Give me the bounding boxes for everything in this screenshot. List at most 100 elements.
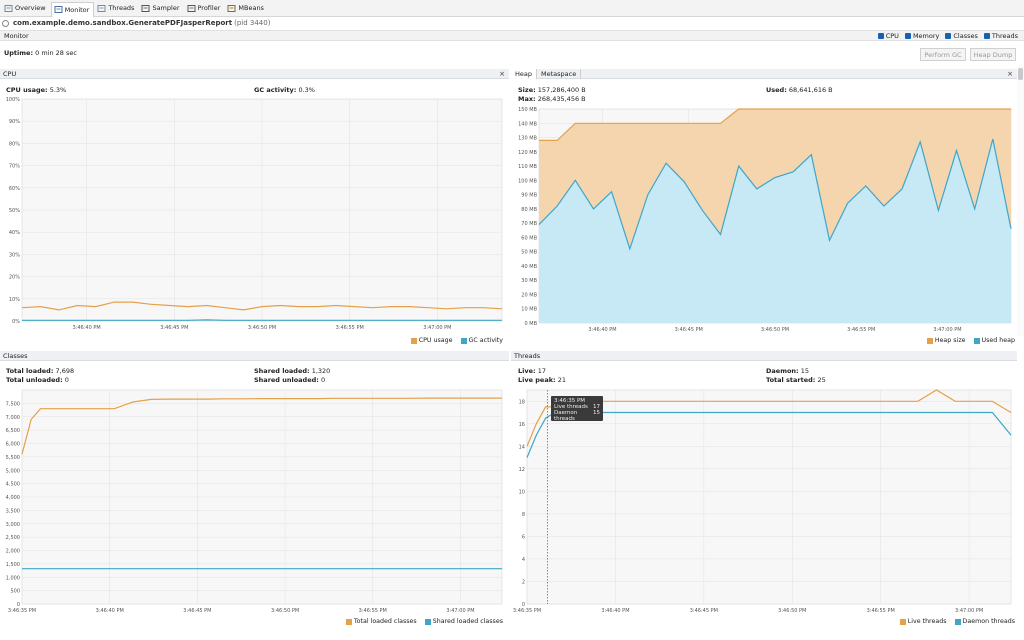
stat-value: 157,286,400 B (537, 86, 586, 94)
checkbox-memory[interactable]: Memory (904, 32, 939, 40)
tab-metaspace[interactable]: Metaspace (537, 68, 582, 79)
stat-value: 68,641,616 B (788, 86, 833, 94)
cpu-panel-title: CPU (3, 69, 17, 78)
tooltip-row: Live threads 17 (554, 404, 600, 410)
monitor-header: Monitor (0, 30, 1024, 41)
legend-swatch (410, 337, 417, 344)
vertical-scrollbar[interactable] (1017, 66, 1024, 336)
y-tick-label: 500 (10, 589, 20, 595)
x-tick-label: 3:46:45 PM (183, 608, 211, 614)
legend-item-total-loaded: Total loaded classes (345, 618, 417, 625)
monitor-icon (54, 5, 63, 14)
tab-label: Profiler (197, 4, 221, 12)
x-tick-label: 3:46:45 PM (675, 327, 703, 333)
used-heap-line (538, 138, 1012, 251)
y-tick-label: 6,000 (6, 442, 20, 448)
y-tick-label: 40% (9, 230, 20, 236)
legend-item-cpu-usage: CPU usage (410, 337, 453, 344)
checkbox-cpu[interactable]: CPU (877, 31, 899, 40)
y-tick-label: 130 MB (518, 136, 537, 142)
total-started-stat: Total started: 25 (766, 376, 826, 384)
x-tick-label: 3:46:50 PM (271, 608, 299, 614)
checkbox-classes[interactable]: Classes (945, 32, 978, 40)
stat-label: Max: (518, 95, 536, 103)
stat-label: Size: (518, 86, 536, 94)
x-tick-label: 3:46:55 PM (336, 325, 364, 331)
tab-profiler[interactable]: Profiler (185, 1, 225, 15)
threads-panel-title: Threads (514, 351, 541, 360)
cpu-usage-stat: CPU usage: 5.3% (6, 86, 66, 94)
tooltip-label: Daemon threads (554, 410, 578, 422)
perform-gc-button[interactable]: Perform GC (920, 48, 966, 61)
y-tick-label: 60% (9, 186, 20, 192)
stat-label: Shared loaded: (254, 367, 310, 375)
uptime-label: Uptime: (4, 49, 34, 57)
x-tick-label: 3:46:35 PM (8, 608, 36, 614)
y-tick-label: 80% (9, 141, 20, 147)
uptime-display: Uptime: 0 min 28 sec (4, 49, 77, 57)
y-tick-label: 8 (522, 512, 525, 518)
stat-value: 5.3% (49, 86, 67, 94)
checkbox-checked-icon (945, 32, 952, 39)
monitor-view-checkboxes: CPU Memory Classes Threads (877, 31, 1018, 40)
y-tick-label: 70% (9, 164, 20, 170)
tab-heap[interactable]: Heap (511, 68, 537, 79)
x-tick-label: 3:46:40 PM (588, 327, 616, 333)
threads-legend: Live threads Daemon threads (899, 618, 1015, 625)
stat-value: 15 (800, 367, 810, 375)
x-tick-label: 3:46:40 PM (601, 608, 629, 614)
tab-overview[interactable]: Overview (2, 1, 50, 15)
checkbox-label: CPU (885, 31, 899, 40)
tab-sampler[interactable]: Sampler (139, 1, 183, 15)
close-icon[interactable]: × (1007, 70, 1013, 78)
legend-swatch (973, 337, 980, 344)
heap-dump-button[interactable]: Heap Dump (970, 48, 1016, 61)
stat-label: Used: (766, 86, 787, 94)
stat-value: 1,320 (311, 367, 331, 375)
stat-label: Shared unloaded: (254, 376, 319, 384)
stat-value: 0 (64, 376, 69, 384)
heap-legend: Heap size Used heap (926, 337, 1015, 344)
monitor-title: Monitor (4, 31, 29, 40)
x-tick-label: 3:46:50 PM (248, 325, 276, 331)
live-peak-stat: Live peak: 21 (518, 376, 566, 384)
y-tick-label: 1,500 (6, 562, 20, 568)
checkbox-label: Threads (991, 31, 1018, 40)
y-tick-label: 0 (522, 602, 525, 608)
y-tick-label: 5,500 (6, 455, 20, 461)
application-icon (2, 19, 9, 27)
stat-value: 25 (817, 376, 826, 384)
y-tick-label: 14 (519, 444, 525, 450)
y-tick-label: 0 MB (524, 321, 537, 327)
heap-used-stat: Used: 68,641,616 B (766, 86, 833, 94)
cpu-chart: 0% 10% 20% 30% 40% 50% 60% 70% 80% 90% 100% 3:46:40… (6, 97, 503, 331)
y-tick-label: 120 MB (518, 150, 537, 156)
tab-monitor[interactable]: Monitor (50, 1, 95, 17)
close-icon[interactable]: × (499, 70, 505, 78)
y-tick-label: 7,500 (6, 401, 20, 407)
scrollbar-thumb[interactable] (1018, 68, 1023, 80)
tab-threads[interactable]: Threads (95, 1, 138, 15)
x-tick-label: 3:46:55 PM (847, 327, 875, 333)
stat-label: Total loaded: (6, 367, 54, 375)
legend-label: Daemon threads (962, 618, 1015, 625)
legend-swatch (899, 618, 906, 625)
cpu-legend: CPU usage GC activity (410, 337, 503, 344)
used-heap-area (539, 139, 1011, 323)
tab-label: Threads (108, 4, 135, 12)
y-tick-label: 20 MB (521, 292, 537, 298)
x-tick-label: 3:47:00 PM (955, 608, 983, 614)
sampler-icon (141, 4, 150, 13)
y-tick-label: 140 MB (518, 121, 537, 127)
live-threads-stat: Live: 17 (518, 367, 546, 375)
y-tick-label: 80 MB (521, 207, 537, 213)
x-tick-label: 3:47:00 PM (423, 325, 451, 331)
x-tick-label: 3:46:40 PM (73, 325, 101, 331)
tab-mbeans[interactable]: MBeans (225, 1, 268, 15)
y-tick-label: 60 MB (521, 235, 537, 241)
legend-label: Used heap (981, 337, 1015, 344)
y-tick-label: 20% (9, 275, 20, 281)
stat-label: Daemon: (766, 367, 799, 375)
checkbox-threads[interactable]: Threads (983, 31, 1018, 40)
legend-item-used-heap: Used heap (973, 337, 1015, 344)
